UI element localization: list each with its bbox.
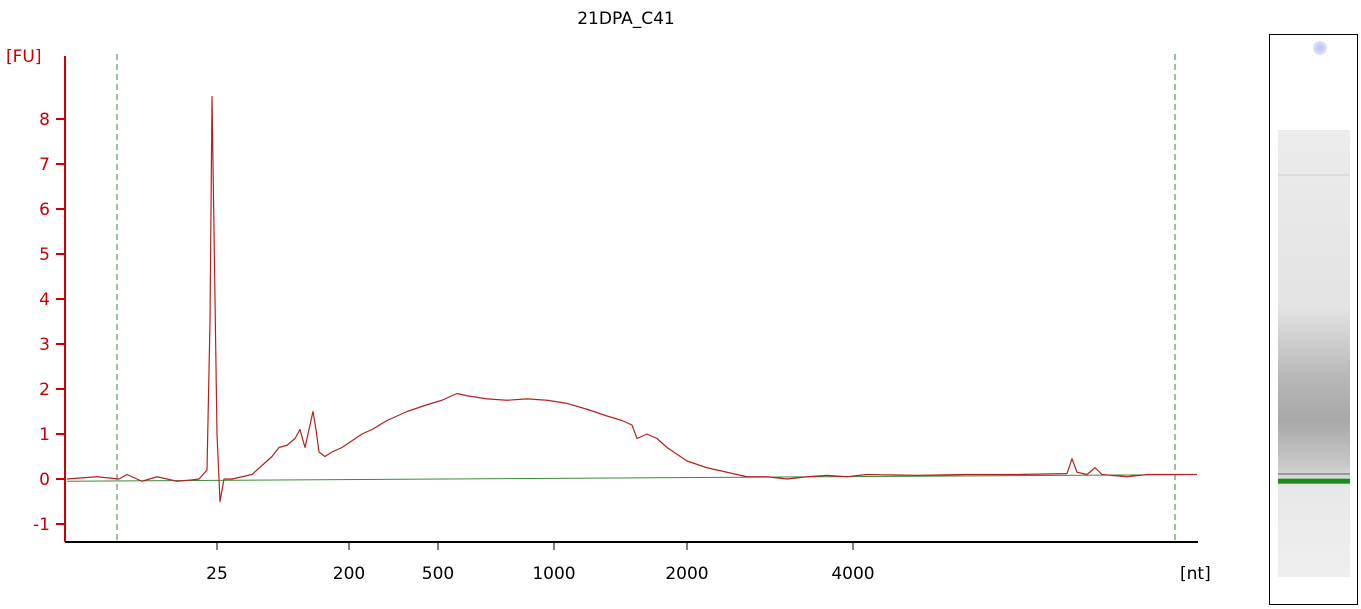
x-tick-label: 4000	[831, 564, 874, 584]
y-axis-ticks: -1 0 1 2 3 4 5 6 7 8	[33, 110, 65, 535]
y-tick-label: 4	[39, 290, 50, 310]
x-tick-label: 200	[333, 564, 365, 584]
x-tick-label: 1000	[532, 564, 575, 584]
y-tick-label: 0	[39, 470, 50, 490]
y-tick-label: 7	[39, 155, 50, 175]
y-tick-label: 1	[39, 425, 50, 445]
gel-lane	[1278, 41, 1350, 577]
signal-trace	[66, 95, 1197, 503]
x-axis-label: [nt]	[1180, 564, 1211, 584]
gel-lane-panel	[1269, 34, 1358, 605]
gel-smear	[1278, 130, 1350, 577]
traces	[66, 95, 1198, 503]
baseline-trace	[66, 474, 1198, 482]
y-axis-label: [FU]	[6, 47, 42, 67]
y-tick-label: -1	[33, 515, 50, 535]
y-tick-label: 3	[39, 335, 50, 355]
y-tick-label: 2	[39, 380, 50, 400]
gel-well-dot	[1313, 41, 1327, 55]
y-tick-label: 8	[39, 110, 50, 130]
x-tick-label: 500	[422, 564, 454, 584]
x-axis-ticks: 25 200 500 1000 2000 4000	[206, 542, 875, 584]
gel-lower-marker-band	[1278, 478, 1350, 484]
x-tick-label: 25	[206, 564, 228, 584]
y-tick-label: 6	[39, 200, 50, 220]
chart-title: 21DPA_C41	[577, 9, 675, 29]
x-tick-label: 2000	[665, 564, 708, 584]
y-tick-label: 5	[39, 245, 50, 265]
